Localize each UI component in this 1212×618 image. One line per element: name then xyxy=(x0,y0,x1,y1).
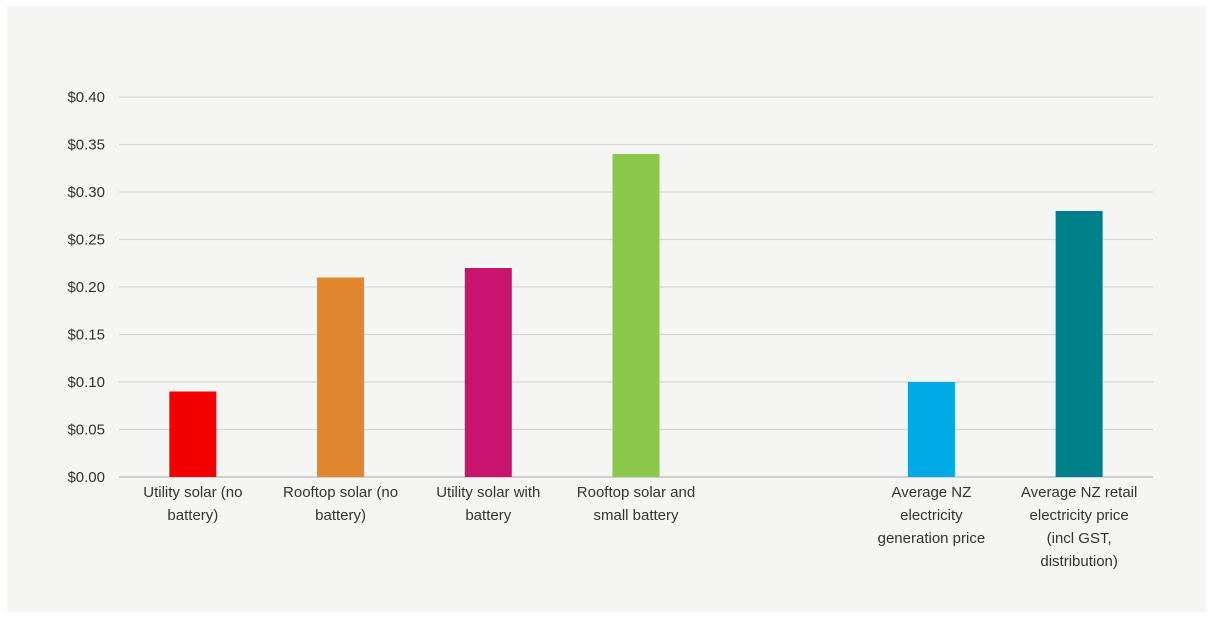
bar xyxy=(464,268,512,477)
x-category-label-line: Rooftop solar and xyxy=(577,484,695,501)
bar xyxy=(612,154,660,477)
x-category-label-line: battery) xyxy=(315,507,366,524)
x-category-label: Average NZ electricity generation price xyxy=(878,484,986,547)
x-category-label-line: Average NZ retail xyxy=(1021,484,1137,501)
x-category-label-line: Utility solar (no xyxy=(143,484,242,501)
y-tick-label: $0.25 xyxy=(67,232,105,249)
x-category-label-line: electricity price xyxy=(1030,507,1129,524)
y-axis-tick-labels: $0.00 $0.05 $0.10 $0.15 $0.20 $0.25 $0.30 $0.35… xyxy=(67,89,105,486)
x-category-label-line: battery xyxy=(465,507,511,524)
chart-panel: $0.00 $0.05 $0.10 $0.15 $0.20 $0.25 $0.30 $0.35… xyxy=(7,6,1206,612)
y-tick-label: $0.10 xyxy=(67,374,105,391)
x-axis-category-labels: Utility solar (no battery)Rooftop solar (… xyxy=(143,484,1137,570)
y-tick-label: $0.05 xyxy=(67,422,105,439)
bar xyxy=(169,391,217,477)
x-category-label-line: distribution) xyxy=(1040,553,1118,570)
x-category-label-line: electricity xyxy=(900,507,963,524)
x-category-label-line: small battery xyxy=(593,507,679,524)
x-category-label: Average NZ retail electricity price (incl … xyxy=(1021,484,1137,570)
x-category-label-line: Rooftop solar (no xyxy=(283,484,398,501)
bar xyxy=(1055,211,1103,477)
y-tick-label: $0.35 xyxy=(67,137,105,154)
y-tick-label: $0.00 xyxy=(67,469,105,486)
bar xyxy=(907,382,955,477)
bar-chart: $0.00 $0.05 $0.10 $0.15 $0.20 $0.25 $0.30 $0.35… xyxy=(67,89,1153,570)
x-category-label-line: Average NZ xyxy=(892,484,972,501)
x-category-label-line: generation price xyxy=(878,530,986,547)
bar xyxy=(317,277,365,477)
bars xyxy=(169,154,1103,477)
x-category-label-line: (incl GST, xyxy=(1047,530,1112,547)
x-category-label: Rooftop solar (no battery) xyxy=(283,484,398,524)
x-category-label-line: battery) xyxy=(167,507,218,524)
x-category-label: Utility solar with battery xyxy=(436,484,540,524)
y-tick-label: $0.15 xyxy=(67,327,105,344)
y-tick-label: $0.20 xyxy=(67,279,105,296)
y-tick-label: $0.30 xyxy=(67,184,105,201)
x-category-label-line: Utility solar with xyxy=(436,484,540,501)
x-category-label: Rooftop solar and small battery xyxy=(577,484,695,524)
x-category-label: Utility solar (no battery) xyxy=(143,484,242,524)
y-tick-label: $0.40 xyxy=(67,89,105,106)
